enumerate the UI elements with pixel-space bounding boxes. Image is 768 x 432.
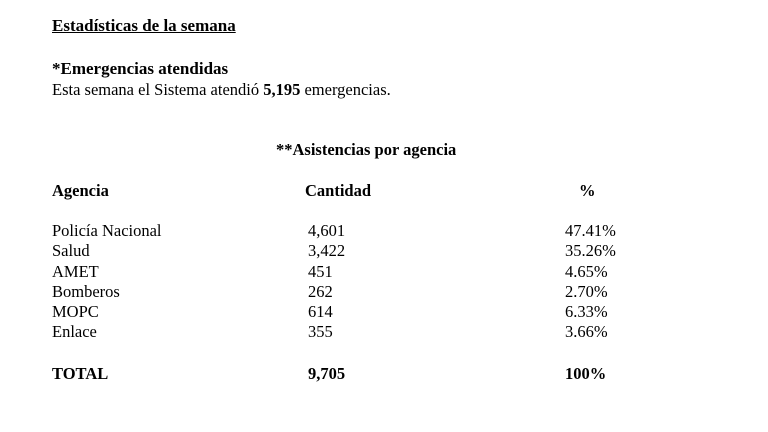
emergencias-text-before: Esta semana el Sistema atendió bbox=[52, 80, 264, 99]
table-row-porcentaje: 47.41% bbox=[565, 221, 616, 240]
total-cantidad: 9,705 bbox=[308, 364, 346, 383]
total-label: TOTAL bbox=[52, 364, 109, 383]
table-row-cantidad: 4,601 bbox=[308, 221, 346, 240]
emergencias-summary: Esta semana el Sistema atendió 5,195 eme… bbox=[52, 80, 391, 100]
table-row-porcentaje: 35.26% bbox=[565, 241, 616, 260]
emergencias-heading: *Emergencias atendidas bbox=[52, 59, 229, 78]
table-row-porcentaje: 6.33% bbox=[565, 302, 608, 321]
table-row-agencia: Enlace bbox=[52, 322, 97, 341]
table-row-cantidad: 262 bbox=[308, 282, 333, 301]
page-title: Estadísticas de la semana bbox=[52, 16, 236, 35]
table-row-agencia: Bomberos bbox=[52, 282, 120, 301]
total-porcentaje: 100% bbox=[565, 364, 607, 383]
asistencias-heading: **Asistencias por agencia bbox=[276, 140, 457, 159]
table-row-porcentaje: 2.70% bbox=[565, 282, 608, 301]
table-row-porcentaje: 4.65% bbox=[565, 262, 608, 281]
table-row-agencia: Policía Nacional bbox=[52, 221, 162, 240]
column-header-agencia: Agencia bbox=[52, 181, 109, 200]
table-row-porcentaje: 3.66% bbox=[565, 322, 608, 341]
emergencias-count: 5,195 bbox=[263, 80, 301, 99]
table-row-agencia: MOPC bbox=[52, 302, 99, 321]
column-header-porcentaje: % bbox=[579, 181, 596, 200]
table-row-cantidad: 355 bbox=[308, 322, 333, 341]
table-row-cantidad: 451 bbox=[308, 262, 333, 281]
table-row-agencia: Salud bbox=[52, 241, 90, 260]
table-row-cantidad: 3,422 bbox=[308, 241, 346, 260]
emergencias-text-after: emergencias. bbox=[300, 80, 391, 99]
table-row-agencia: AMET bbox=[52, 262, 99, 281]
column-header-cantidad: Cantidad bbox=[305, 181, 372, 200]
table-row-cantidad: 614 bbox=[308, 302, 333, 321]
